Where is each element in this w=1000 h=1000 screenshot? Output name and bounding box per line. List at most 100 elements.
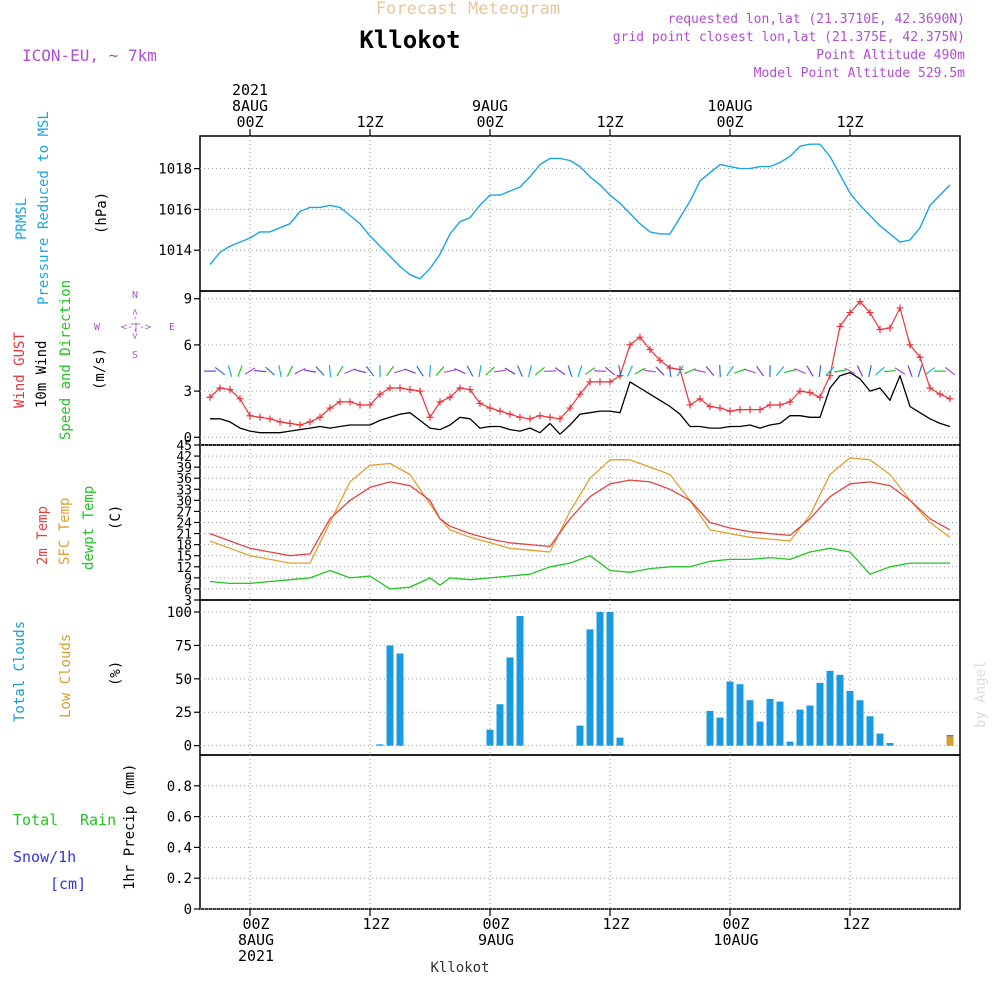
total-cloud-bar [856,700,864,746]
time-label-bottom: 9AUG [478,931,514,949]
compass-n: N [132,290,138,301]
wind-direction-arrow [825,366,835,376]
wind-direction-arrow [868,365,872,378]
wind-direction-arrow [694,369,706,374]
time-label-bottom: 12Z [842,915,869,933]
total-cloud-bar [386,645,394,746]
gust-marker [246,412,254,420]
time-label-bottom: 12Z [602,915,629,933]
y-tick-label: 12 [176,561,192,576]
total-cloud-bar [846,690,854,746]
app-title: Forecast Meteogram [376,0,560,19]
gust-marker [566,404,574,412]
time-label-top: 12Z [356,113,383,131]
y-tick-label: 24 [176,517,192,532]
y-tick-label: 15 [176,550,192,565]
gust-marker [296,421,304,429]
gust-marker [556,415,564,423]
time-label-top: 8AUG [232,97,268,115]
gust-marker [486,404,494,412]
time-label-bottom: 00Z [242,915,269,933]
wind-direction-arrow [627,365,633,377]
gust-marker [466,386,474,394]
wind-direction-arrow [567,365,573,377]
total-cloud-bar [486,729,494,746]
y-tick-label: 75 [175,638,192,654]
wind-direction-arrow [775,366,785,377]
gust-marker [266,415,274,423]
wind-direction-arrow [278,365,282,378]
requested-point: requested lon,lat (21.3710E, 42.3690N) [668,12,965,27]
p2-label-gust: Wind GUST [12,332,28,408]
total-cloud-bar [376,744,384,746]
y-tick-label: 0.8 [167,779,192,795]
low-cloud-bar [946,736,954,746]
total-cloud-bar [886,742,894,746]
y-tick-label: 100 [167,605,192,621]
y-tick-label: 36 [176,472,192,487]
gust-marker [646,346,654,354]
wind-direction-arrow [428,365,432,378]
gust-marker [406,386,414,394]
total-cloud-bar [716,717,724,746]
y-tick-label: 0.4 [167,840,192,856]
wind-direction-arrow [655,366,665,376]
wind-direction-arrow [444,369,456,373]
p5-label-snow: Snow/1h [13,848,76,866]
wind-direction-arrow [806,365,814,377]
wind-direction-arrow [705,366,715,377]
p3-label-t2m: 2m Temp [35,506,51,565]
total-cloud-bar [876,733,884,746]
gust-marker [386,384,394,392]
wind-direction-arrow [643,369,657,373]
compass-e: E [169,322,175,333]
gust-marker [736,406,744,414]
time-label-bottom: 00Z [482,915,509,933]
gust-marker [686,401,694,409]
gust-marker [336,398,344,406]
wind-direction-arrow [237,365,243,377]
time-label-top: 10AUG [707,97,752,115]
wind-direction-arrow [454,368,466,375]
total-cloud-bar [496,704,504,746]
wind-direction-arrow [794,368,806,374]
wind-direction-arrow [214,366,226,376]
footer-location: Kllokot [430,960,489,976]
p4-unit: (%) [108,661,124,686]
wind-direction-arrow [286,365,294,377]
time-label-bottom: 12Z [362,915,389,933]
p3-unit: (C) [108,505,124,530]
total-cloud-bar [616,737,624,746]
wind-direction-arrow [294,367,306,375]
gust-marker [236,395,244,403]
total-cloud-bar [586,629,594,746]
total-cloud-bar [576,725,584,746]
wind-direction-arrow [875,366,885,376]
sfc-temp-line [209,457,951,564]
gust-marker [716,404,724,412]
wind-direction-arrow [385,365,395,377]
time-label-top: 12Z [836,113,863,131]
wind-direction-arrow [833,369,847,373]
total-cloud-bar [786,741,794,746]
time-label-bottom: 00Z [722,915,749,933]
wind-direction-arrow [493,369,507,373]
time-label-bottom: 8AUG [238,931,274,949]
p3-label-sfc: SFC Temp [57,498,73,565]
p4-label-total: Total Clouds [12,621,28,722]
gust-marker [206,393,214,401]
total-cloud-bar [816,682,824,746]
y-tick-label: 27 [176,505,192,520]
wind-direction-arrow [478,365,482,378]
gust-marker [216,384,224,392]
y-tick-label: 0 [184,430,192,446]
gust-marker [366,401,374,409]
wind-direction-arrow [784,369,796,374]
wind-direction-arrow [227,365,233,378]
wind-direction-arrow [315,366,325,376]
p2-label-wind: 10m Wind [34,341,50,408]
total-cloud-bar [596,612,604,746]
gust-marker [856,298,864,306]
p1-unit: (hPa) [94,192,110,234]
y-tick-label: 33 [176,483,192,498]
